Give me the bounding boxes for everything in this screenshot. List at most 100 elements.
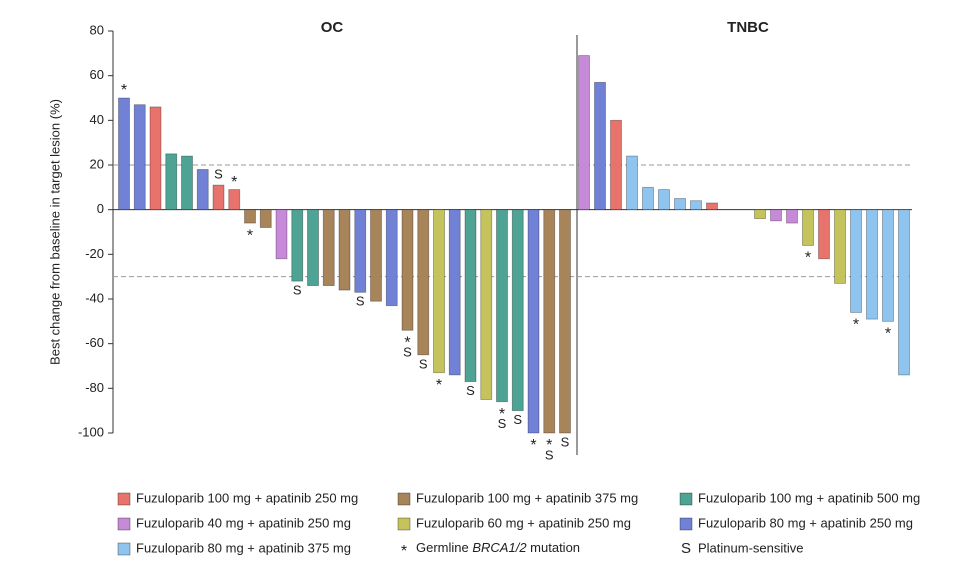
legend-label: Fuzuloparib 100 mg + apatinib 250 mg	[136, 490, 358, 505]
legend-label: Fuzuloparib 40 mg + apatinib 250 mg	[136, 515, 351, 530]
platinum-marker: S	[403, 345, 412, 360]
bar	[527, 209, 540, 434]
y-tick-label: 20	[90, 156, 104, 171]
bar	[770, 209, 782, 222]
bar	[370, 209, 382, 302]
platinum-marker: S	[545, 447, 554, 462]
bar	[850, 209, 862, 313]
legend-asterisk-symbol: *	[401, 543, 407, 560]
asterisk-marker: *	[885, 326, 891, 343]
asterisk-marker: *	[231, 174, 237, 191]
asterisk-marker: *	[546, 437, 552, 454]
platinum-marker: S	[419, 356, 428, 371]
legend-swatch	[397, 517, 411, 531]
y-axis-label: Best change from baseline in target lesi…	[47, 99, 62, 365]
y-tick-label: 0	[97, 201, 104, 216]
bar	[448, 209, 461, 376]
legend-swatch	[679, 517, 693, 531]
platinum-marker: S	[513, 412, 522, 427]
legend-label: Fuzuloparib 80 mg + apatinib 375 mg	[136, 540, 351, 555]
asterisk-marker: *	[805, 250, 811, 267]
bar	[754, 209, 766, 220]
bar	[594, 81, 606, 211]
y-tick-label: -40	[85, 290, 104, 305]
bar	[228, 189, 241, 211]
y-tick-label: -80	[85, 380, 104, 395]
bar	[401, 209, 414, 331]
y-tick-label: -20	[85, 246, 104, 261]
panel-title: TNBC	[727, 19, 769, 36]
bar	[149, 106, 162, 211]
bar	[181, 155, 193, 211]
bar	[786, 209, 798, 224]
asterisk-marker: *	[404, 334, 410, 351]
bar	[898, 209, 910, 376]
bar	[511, 209, 524, 412]
platinum-marker: S	[561, 434, 570, 449]
legend-swatch	[117, 492, 131, 506]
legend-swatch	[117, 542, 131, 556]
y-tick-label: 40	[90, 112, 104, 127]
y-tick-label: 60	[90, 67, 104, 82]
bar	[559, 209, 571, 434]
bar	[338, 209, 351, 291]
platinum-marker: S	[466, 383, 475, 398]
bar	[496, 209, 508, 403]
bar	[802, 209, 814, 246]
bar	[322, 209, 335, 287]
y-tick-label: -100	[78, 424, 104, 439]
bar	[118, 97, 130, 211]
legend-platinum-symbol: S	[681, 540, 691, 557]
asterisk-marker: *	[853, 317, 859, 334]
bar	[307, 209, 319, 287]
bar	[578, 55, 590, 211]
asterisk-marker: *	[121, 82, 127, 99]
bar	[674, 198, 686, 211]
bar	[133, 104, 146, 211]
bar	[690, 200, 702, 211]
legend-label: Fuzuloparib 100 mg + apatinib 375 mg	[416, 490, 638, 505]
bar	[385, 209, 398, 307]
asterisk-marker: *	[247, 227, 253, 244]
legend-swatch	[679, 492, 693, 506]
bar	[417, 209, 430, 356]
panel-title: OC	[321, 19, 344, 36]
bar	[642, 186, 654, 211]
bar	[658, 189, 670, 211]
legend-swatch	[117, 517, 131, 531]
bar	[212, 184, 225, 211]
bar	[275, 209, 288, 260]
bar	[464, 209, 477, 383]
legend-label-part: BRCA1/2	[472, 540, 527, 555]
platinum-marker: S	[356, 294, 365, 309]
bar	[818, 209, 830, 260]
bar	[433, 209, 445, 374]
asterisk-marker: *	[436, 377, 442, 394]
platinum-marker: S	[498, 416, 507, 431]
legend-platinum-label: Platinum-sensitive	[698, 540, 804, 555]
bar	[291, 209, 304, 282]
platinum-marker: S	[214, 167, 223, 182]
bar	[706, 202, 718, 211]
bar	[354, 209, 367, 293]
legend-label-part: Germline	[416, 540, 472, 555]
bar	[543, 209, 556, 434]
legend-label-part: mutation	[527, 540, 580, 555]
bar	[196, 169, 209, 211]
bar	[259, 209, 272, 228]
asterisk-marker: *	[499, 406, 505, 423]
legend-asterisk-label: Germline BRCA1/2 mutation	[416, 540, 580, 555]
bar	[866, 209, 878, 320]
bar	[165, 153, 178, 211]
bar	[244, 209, 256, 224]
bar	[882, 209, 894, 322]
platinum-marker: S	[293, 283, 302, 298]
legend-label: Fuzuloparib 80 mg + apatinib 250 mg	[698, 515, 913, 530]
bar	[626, 155, 638, 211]
bar	[610, 119, 622, 211]
bar	[480, 209, 493, 400]
y-tick-label: -60	[85, 335, 104, 350]
asterisk-marker: *	[530, 437, 536, 454]
legend-label: Fuzuloparib 100 mg + apatinib 500 mg	[698, 490, 920, 505]
